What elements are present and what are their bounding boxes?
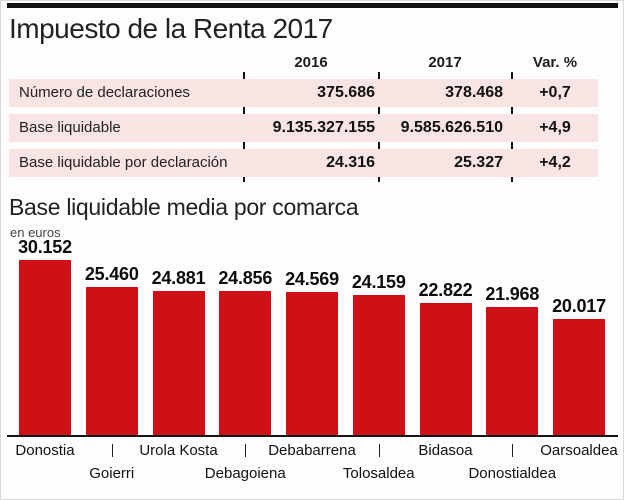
bar-goierri	[85, 287, 138, 435]
bar-debagoiena	[219, 290, 272, 435]
bar-bidasoa	[419, 302, 472, 435]
chart-title: Base liquidable media por comarca	[9, 194, 359, 220]
bar-oarsoaldea	[553, 318, 605, 435]
bar-category-label: Debagoiena	[204, 465, 286, 482]
bar-donostia	[19, 260, 71, 435]
bar-value-label: 25.460	[84, 264, 139, 285]
bar-value-label: 30.152	[18, 237, 72, 257]
bar-donostialdea	[486, 307, 539, 435]
bar-category-label: Debabarrena	[268, 442, 356, 459]
bar-category-label: Donostia	[15, 442, 75, 459]
table-row: Base liquidable por declaración 24.316 2…	[9, 149, 598, 177]
category-tick	[111, 444, 113, 457]
bar-category-label: Bidasoa	[418, 442, 473, 459]
table-row: Base liquidable 9.135.327.155 9.585.626.…	[9, 114, 598, 142]
cell-2017: 25.327	[454, 154, 503, 171]
bar-value-label: 24.159	[351, 271, 406, 292]
bar-category-label: Oarsoaldea	[540, 442, 618, 459]
row-label: Número de declaraciones	[19, 84, 190, 101]
row-label: Base liquidable	[19, 119, 121, 136]
page-title: Impuesto de la Renta 2017	[9, 13, 333, 44]
cell-2016: 375.686	[317, 84, 375, 101]
cell-2017: 378.468	[445, 84, 503, 101]
bar-value-label: 24.569	[285, 269, 339, 290]
category-tick	[512, 444, 514, 457]
bar-value-label: 21.968	[485, 284, 540, 305]
bar-category-label: Goierri	[89, 465, 135, 482]
bar-debabarrena	[286, 292, 338, 435]
x-axis-line	[7, 435, 618, 437]
table-row: Número de declaraciones 375.686 378.468 …	[9, 79, 598, 107]
bar-category-label: Donostialdea	[468, 465, 557, 482]
bar-value-label: 24.856	[218, 267, 273, 288]
bar-category-label: Urola Kosta	[139, 442, 218, 459]
chart-unit-label: en euros	[10, 225, 61, 240]
column-header-2017: 2017	[428, 54, 462, 71]
top-rule	[7, 3, 618, 8]
row-label: Base liquidable por declaración	[19, 154, 228, 171]
bar-category-label: Tolosaldea	[342, 465, 415, 482]
column-header-var: Var. %	[532, 54, 578, 71]
cell-var: +0,7	[539, 84, 571, 101]
cell-var: +4,9	[539, 119, 571, 136]
column-header-2016: 2016	[294, 54, 328, 71]
bar-value-label: 24.881	[151, 267, 206, 288]
bar-tolosaldea	[352, 294, 405, 435]
cell-var: +4,2	[539, 154, 571, 171]
bar-urola-kosta	[152, 290, 205, 435]
cell-2016: 24.316	[326, 154, 375, 171]
cell-2017: 9.585.626.510	[400, 119, 503, 136]
bar-value-label: 20.017	[552, 295, 606, 316]
cell-2016: 9.135.327.155	[272, 119, 375, 136]
category-tick	[378, 444, 380, 457]
bar-value-label: 22.822	[418, 279, 473, 300]
category-tick	[245, 444, 247, 457]
